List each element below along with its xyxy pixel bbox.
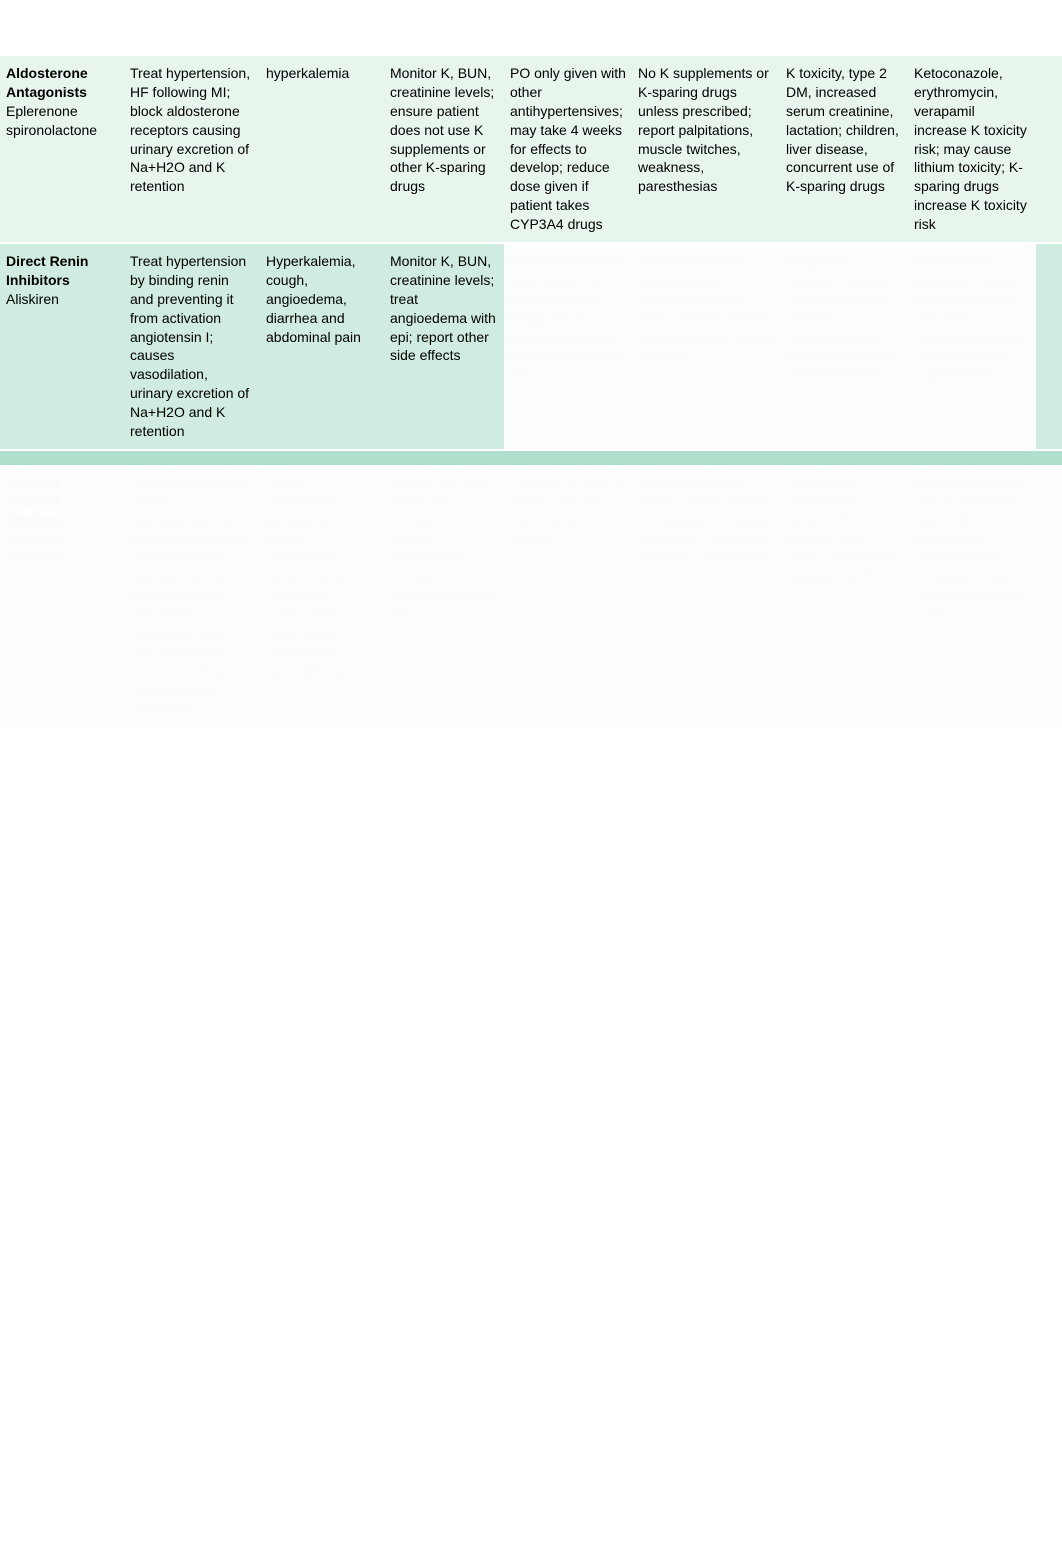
cell-adverse: Hyperkalemia, cough, angioedema, diarrhe… [260, 244, 384, 449]
drug-class-name: Direct Renin Inhibitors [6, 253, 88, 288]
cell-teaching: Change positions slowly; report edema, c… [632, 465, 780, 727]
cell-use: Treat hypertension, angina, dysrhythmias… [124, 465, 260, 727]
cell-interactions: Beta blockers and digoxin increase risk … [908, 465, 1036, 727]
table-row: Aldosterone Antagonists Eplerenone spiro… [0, 56, 1062, 244]
cell-teaching: No K supplements or K-sparing drugs unle… [632, 56, 780, 242]
blurred-text: PO and some text here that is not readab… [510, 253, 626, 382]
cell-adverse: Reflex tachycardia, peripheral edema, co… [260, 465, 384, 727]
cell-monitoring: Monitor K, BUN, creatinine levels; ensur… [384, 56, 504, 242]
table-row: Direct Renin Inhibitors Aliskiren Treat … [0, 244, 1062, 451]
section-separator [0, 451, 1062, 465]
drug-examples: Eplerenone spironolactone [6, 103, 97, 138]
cell-drug-class: Calcium Channel Blockers Nifedipine Vera… [0, 465, 124, 727]
cell-contra: Pregnancy lactation children renal impai… [780, 244, 908, 449]
blurred-text: May increase potassium levels drug inter… [914, 253, 1023, 382]
cell-admin: PO only given with other antihypertensiv… [504, 56, 632, 242]
drug-examples: Aliskiren [6, 291, 59, 307]
cell-drug-class: Aldosterone Antagonists Eplerenone spiro… [0, 56, 124, 242]
cell-monitoring: Monitor K, BUN, creatinine levels; treat… [384, 244, 504, 449]
drug-class-name: Calcium Channel Blockers [6, 474, 65, 528]
cell-admin: PO and some text here that is not readab… [504, 244, 632, 449]
blurred-text: Report symptoms hyperkalemia angioedema … [638, 253, 773, 363]
cell-teaching: Report symptoms hyperkalemia angioedema … [632, 244, 780, 449]
cell-contra: K toxicity, type 2 DM, increased serum c… [780, 56, 908, 242]
top-gap [0, 0, 1062, 56]
cell-use: Treat hypertension by binding renin and … [124, 244, 260, 449]
drug-examples: Nifedipine Verapamil [6, 531, 68, 566]
blurred-text: Pregnancy lactation children renal impai… [786, 253, 897, 382]
cell-monitoring: Monitor BP and heart rate; monitor for e… [384, 465, 504, 727]
cell-admin: PO and IV; give IV slowly over 2-3 min; … [504, 465, 632, 727]
cell-adverse: hyperkalemia [260, 56, 384, 242]
cell-contra: Heart block, hypotension, severe HF; cau… [780, 465, 908, 727]
cell-drug-class: Direct Renin Inhibitors Aliskiren [0, 244, 124, 449]
cell-use: Treat hypertension, HF following MI; blo… [124, 56, 260, 242]
cell-interactions: Ketoconazole, erythromycin, verapamil in… [908, 56, 1036, 242]
cell-interactions: May increase potassium levels drug inter… [908, 244, 1036, 449]
drug-table: Aldosterone Antagonists Eplerenone spiro… [0, 0, 1062, 729]
table-row-obscured: Calcium Channel Blockers Nifedipine Vera… [0, 465, 1062, 729]
drug-class-name: Aldosterone Antagonists [6, 65, 88, 100]
